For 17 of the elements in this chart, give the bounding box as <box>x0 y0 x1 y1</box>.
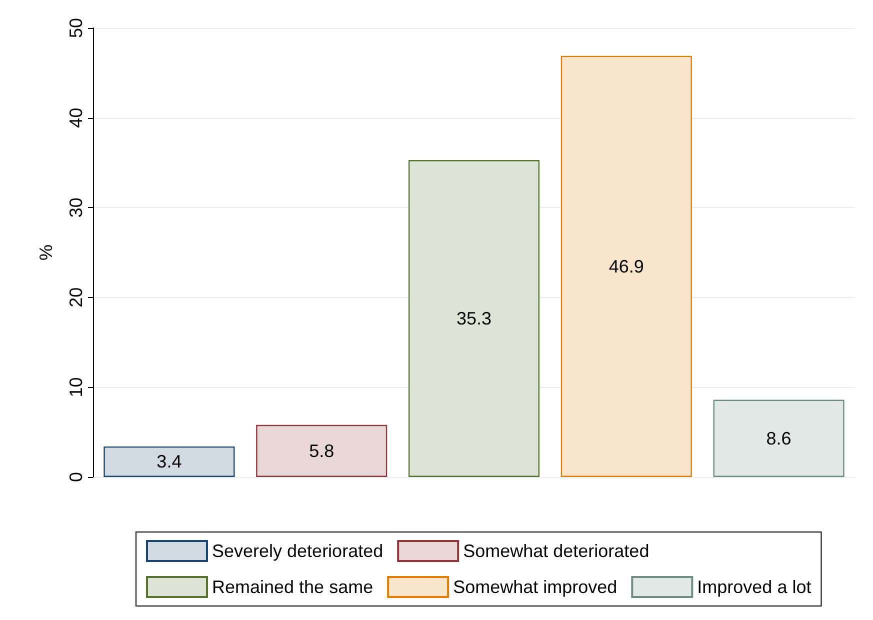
legend-label: Somewhat deteriorated <box>463 541 650 561</box>
legend-label: Improved a lot <box>697 577 812 597</box>
data-label: 35.3 <box>456 308 492 329</box>
legend-label: Severely deteriorated <box>212 541 384 561</box>
data-label: 8.6 <box>766 428 792 448</box>
y-tick-label: 40 <box>66 108 86 128</box>
y-tick-label: 20 <box>66 287 86 308</box>
legend-label: Somewhat improved <box>453 577 618 597</box>
y-axis-title: % <box>36 244 56 261</box>
y-tick-label: 10 <box>66 377 86 398</box>
y-tick-label: 50 <box>66 18 86 38</box>
data-label: 3.4 <box>156 452 182 472</box>
y-tick-label: 30 <box>66 198 86 218</box>
data-label: 5.8 <box>309 440 334 461</box>
data-label: 46.9 <box>608 256 644 276</box>
legend-label: Remained the same <box>212 577 374 597</box>
y-tick-label: 0 <box>66 472 86 482</box>
